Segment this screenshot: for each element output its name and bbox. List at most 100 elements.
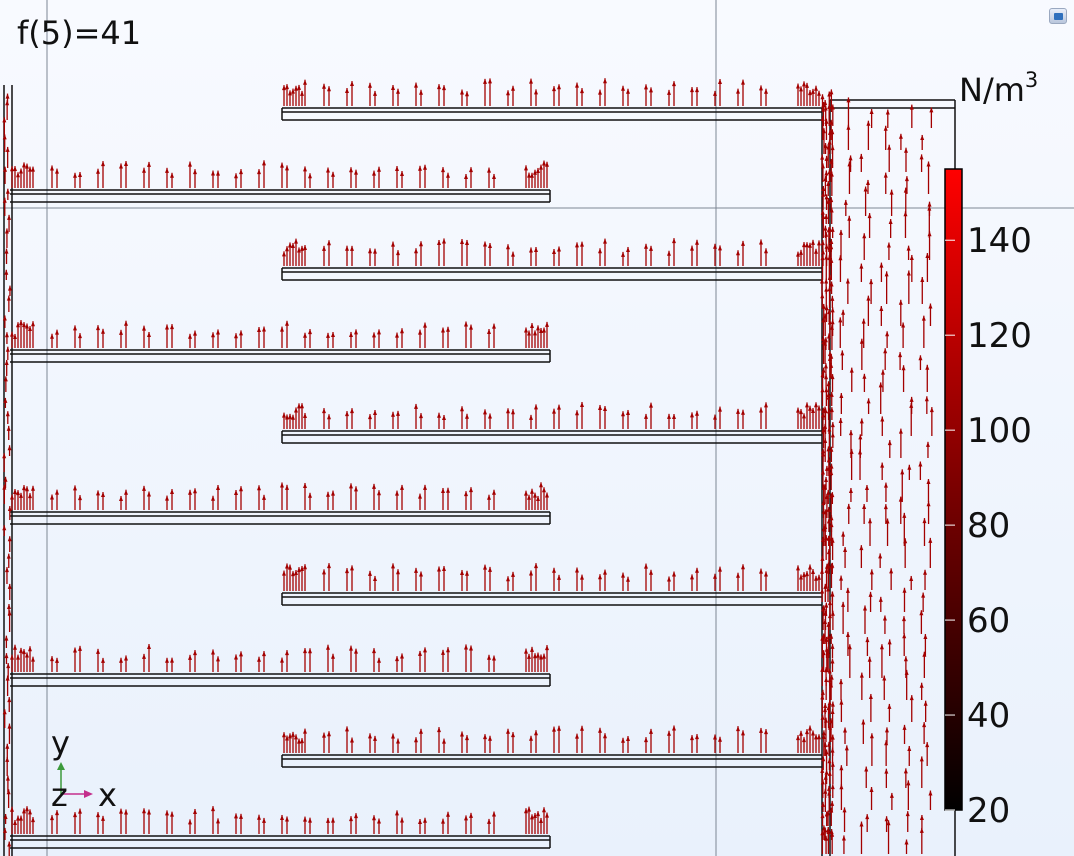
force-arrowhead [349,331,353,337]
force-arrowhead [6,663,11,669]
force-arrowhead [465,570,469,576]
force-arrowhead [811,569,815,575]
force-arrowhead [396,88,400,94]
force-arrowhead [469,487,473,493]
force-arrowhead [7,583,12,589]
graphics-toolbar-button[interactable] [1049,8,1067,24]
force-arrowhead [830,145,835,151]
force-arrowhead [838,317,843,323]
force-arrowhead [598,727,602,733]
force-arrowhead [695,410,699,416]
force-arrowhead [826,392,831,398]
force-arrowhead [826,586,831,592]
force-arrowhead [262,326,266,332]
force-arrowhead [580,241,584,247]
force-arrowhead [814,85,818,91]
force-arrowhead [925,364,930,370]
force-arrowhead [626,576,630,582]
force-arrowhead [826,810,831,816]
force-arrowhead [820,240,825,246]
force-arrowhead [294,238,298,244]
force-arrowhead [465,413,469,419]
force-arrowhead [5,775,10,781]
force-arrowhead [469,645,473,651]
force-arrowhead [884,768,889,774]
force-arrowhead [96,168,100,174]
force-arrowhead [829,633,834,639]
force-arrowhead [827,274,832,280]
force-arrowhead [626,88,630,94]
right-electrode-bus [821,99,956,856]
force-arrowhead [96,812,100,818]
force-arrowhead [866,120,871,126]
force-arrowhead [4,228,9,234]
force-arrowhead [690,412,694,418]
force-arrowhead [539,817,543,823]
force-arrowhead [886,820,891,826]
force-arrowhead [557,725,561,731]
force-arrowhead [3,813,8,819]
force-arrowhead [796,83,800,89]
force-arrowhead [644,563,648,569]
force-arrowhead [446,811,450,817]
force-arrowhead [667,89,671,95]
force-arrowhead [119,329,123,335]
force-arrowhead [282,570,286,576]
force-arrowhead [902,587,907,593]
force-arrowhead [2,117,7,123]
force-arrowhead [690,87,694,93]
force-arrowhead [820,278,825,284]
force-arrowhead [898,299,903,305]
force-arrowhead [844,745,849,751]
force-arrowhead [823,408,828,414]
force-arrowhead [827,169,832,175]
force-arrowhead [170,811,174,817]
force-arrowhead [285,816,289,822]
force-arrowhead [414,248,418,254]
force-arrowhead [667,413,671,419]
force-arrowhead [396,738,400,744]
force-arrowhead [297,84,301,90]
force-arrowhead [10,494,14,500]
force-arrowhead [142,653,146,659]
force-arrowhead [820,694,825,700]
force-arrowhead [101,657,105,663]
force-arrowhead [808,564,812,570]
force-arrowhead [886,242,891,248]
force-arrowhead [829,463,834,469]
force-arrowhead [524,808,528,814]
force-arrowhead [672,725,676,731]
force-arrowhead [288,733,292,739]
force-arrowhead [796,565,800,571]
force-arrowhead [626,409,630,415]
force-arrowhead [441,327,445,333]
force-arrowhead [308,329,312,335]
force-arrowhead [848,155,853,161]
force-arrowhead [291,571,295,577]
force-arrowhead [718,736,722,742]
force-arrowhead [759,407,763,413]
force-arrowhead [303,166,307,172]
force-arrowhead [257,327,261,333]
force-arrowhead [322,569,326,575]
force-arrowhead [552,726,556,732]
force-arrowhead [603,733,607,739]
force-arrowhead [539,164,543,170]
force-arrowhead [603,78,607,84]
force-arrowhead [909,396,914,402]
force-arrowhead [824,769,829,775]
force-arrowhead [869,279,874,285]
force-arrowhead [419,413,423,419]
force-arrowhead [817,90,821,96]
force-arrowhead [396,410,400,416]
force-arrowhead [291,88,295,94]
force-arrowhead [824,254,829,260]
force-arrowhead [446,172,450,178]
force-arrowhead [418,493,422,499]
force-arrowhead [291,731,295,737]
force-arrowhead [861,318,866,324]
force-arrowhead [193,330,197,336]
force-arrowhead [922,518,927,524]
force-arrowhead [820,412,825,418]
